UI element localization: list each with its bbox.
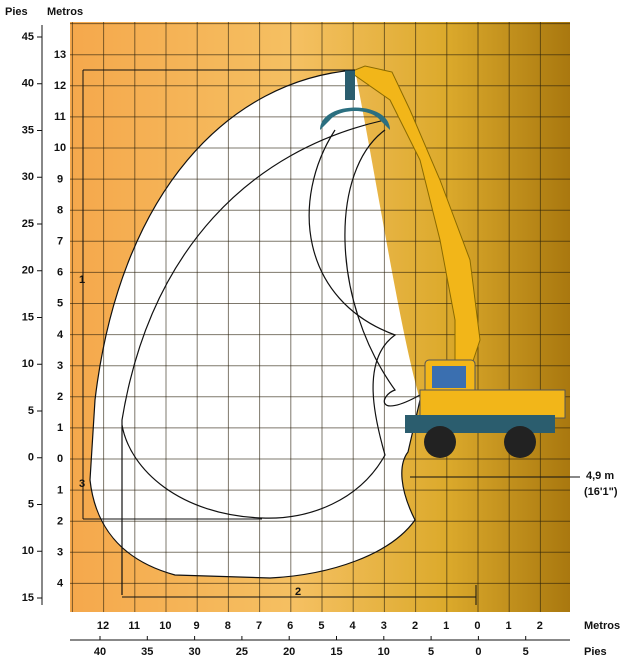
left-meter-tick: 3 — [57, 360, 63, 372]
body — [419, 389, 566, 419]
cab-window — [432, 366, 466, 388]
excavator — [320, 65, 566, 458]
bottom-feet-tick: 30 — [188, 646, 200, 658]
left-meter-tick: 6 — [57, 267, 63, 279]
left-feet-tick: 15 — [22, 311, 34, 323]
left-meter-tick: 10 — [54, 142, 66, 154]
axis-label: Metros — [47, 6, 83, 18]
left-feet-tick: 20 — [22, 265, 34, 277]
left-meter-tick: 12 — [54, 80, 66, 92]
bottom-meter-tick: 4 — [350, 620, 357, 632]
bottom-meter-tick: 0 — [474, 620, 480, 632]
dimension-label: (16'1") — [584, 486, 618, 498]
bottom-meter-tick: 9 — [194, 620, 200, 632]
left-meter-tick: 2 — [57, 515, 63, 527]
bottom-meter-tick: 2 — [412, 620, 418, 632]
left-feet-tick: 40 — [22, 78, 34, 90]
axis-label: Pies — [5, 6, 28, 18]
left-feet-tick: 35 — [22, 124, 34, 136]
wheel — [504, 426, 536, 458]
envelope-outlines — [89, 69, 421, 595]
axis-label: Pies — [584, 646, 607, 658]
left-feet-tick: 10 — [22, 358, 34, 370]
bottom-meter-tick: 1 — [506, 620, 512, 632]
dimension-label: 4,9 m — [586, 470, 614, 482]
left-feet-tick: 10 — [22, 545, 34, 557]
left-meter-tick: 11 — [54, 111, 66, 123]
left-feet-tick: 25 — [22, 218, 34, 230]
wheel — [424, 426, 456, 458]
bottom-meter-tick: 12 — [97, 620, 109, 632]
left-feet-tick: 5 — [28, 498, 34, 510]
dimension-label: 1 — [79, 274, 85, 286]
grab-curve — [344, 129, 421, 407]
left-meter-tick: 4 — [57, 578, 64, 590]
bottom-feet-tick: 5 — [523, 646, 529, 658]
axis-label: Metros — [584, 620, 620, 632]
grid — [70, 22, 570, 612]
chassis — [405, 415, 555, 433]
left-meter-tick: 1 — [57, 422, 63, 434]
bottom-meter-tick: 2 — [537, 620, 543, 632]
bottom-feet-tick: 15 — [330, 646, 342, 658]
left-meter-tick: 0 — [57, 453, 63, 465]
boom — [348, 65, 481, 371]
grapple — [320, 107, 390, 130]
left-meter-tick: 5 — [57, 298, 63, 310]
left-meter-tick: 1 — [57, 484, 63, 496]
bottom-meter-tick: 1 — [443, 620, 449, 632]
left-feet-tick: 5 — [28, 405, 34, 417]
outer-curve — [89, 69, 421, 579]
bottom-feet-tick: 35 — [141, 646, 153, 658]
inner-curve — [121, 119, 386, 595]
left-meter-tick: 2 — [57, 391, 63, 403]
bottom-meter-tick: 10 — [159, 620, 171, 632]
left-meter-tick: 13 — [54, 49, 66, 61]
bottom-feet-tick: 20 — [283, 646, 295, 658]
left-meter-tick: 9 — [57, 173, 63, 185]
bottom-feet-tick: 25 — [236, 646, 248, 658]
dimension-label: 3 — [79, 478, 85, 490]
bottom-meter-tick: 11 — [128, 620, 140, 632]
bottom-meter-tick: 6 — [287, 620, 293, 632]
working-envelope — [90, 70, 420, 578]
left-feet-tick: 30 — [22, 171, 34, 183]
left-feet-tick: 0 — [28, 452, 34, 464]
left-meter-tick: 3 — [57, 547, 63, 559]
bottom-meter-tick: 5 — [318, 620, 324, 632]
bottom-feet-tick: 10 — [378, 646, 390, 658]
bottom-feet-tick: 40 — [94, 646, 106, 658]
bottom-feet-tick: 0 — [475, 646, 481, 658]
left-meter-tick: 7 — [57, 236, 63, 248]
bottom-meter-tick: 8 — [225, 620, 231, 632]
bottom-feet-tick: 5 — [428, 646, 434, 658]
dimension-lines — [41, 25, 580, 641]
left-meter-tick: 4 — [57, 329, 64, 341]
bottom-meter-tick: 7 — [256, 620, 262, 632]
dimension-label: 2 — [295, 586, 301, 598]
left-meter-tick: 8 — [57, 204, 63, 216]
left-feet-tick: 45 — [22, 31, 34, 43]
left-feet-tick: 15 — [22, 592, 34, 604]
dig-curve — [121, 129, 397, 519]
bottom-meter-tick: 3 — [381, 620, 387, 632]
grapple-rod — [345, 70, 355, 100]
